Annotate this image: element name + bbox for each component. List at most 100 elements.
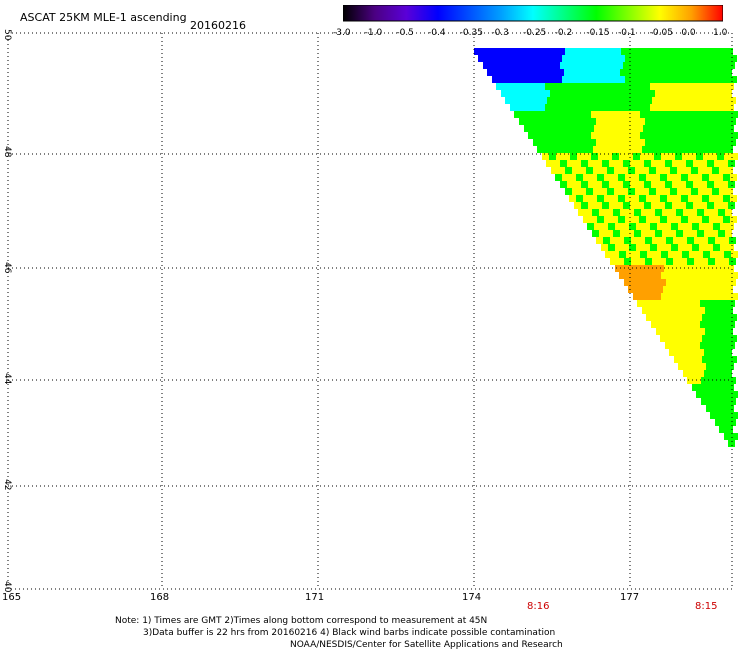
swath-cell [533,139,540,146]
swath-cell [478,55,485,62]
swath-cell [517,83,524,90]
swath-cell [651,160,658,167]
swath-cell [599,90,606,97]
swath-cell [678,223,685,230]
swath-cell [698,328,705,335]
swath-cell [539,62,546,69]
swath-cell [656,167,663,174]
swath-cell [625,195,632,202]
swath-cell [660,55,667,62]
swath-cell [723,76,730,83]
swath-cell [538,83,545,90]
swath-cell [573,104,580,111]
swath-cell [702,335,709,342]
swath-cell [715,258,722,265]
swath-cell [689,111,696,118]
swath-cell [660,216,667,223]
swath-cell [729,279,736,286]
swath-cell [648,90,655,97]
swath-cell [674,55,681,62]
swath-cell [591,153,598,160]
swath-cell [675,153,682,160]
swath-cell [555,55,562,62]
swath-cell [562,55,569,62]
swath-cell [702,195,709,202]
swath-cell [579,167,586,174]
swath-cell [596,118,603,125]
swath-cell [639,216,646,223]
swath-cell [684,307,691,314]
swath-cell [610,97,617,104]
swath-cell [723,335,730,342]
swath-cell [717,272,724,279]
swath-cell [695,195,702,202]
swath-cell [608,244,615,251]
swath-cell [725,230,732,237]
swath-cell [708,377,715,384]
swath-cell [708,258,715,265]
swath-cell [720,384,727,391]
swath-cell [655,209,662,216]
swath-cell [655,69,662,76]
swath-cell [515,90,522,97]
swath-cell [720,83,727,90]
swath-cell [658,300,665,307]
swath-cell [635,188,642,195]
swath-cell [713,244,720,251]
swath-cell [722,258,729,265]
swath-cell [664,244,671,251]
swath-cell [660,195,667,202]
swath-cell [622,83,629,90]
swath-cell [721,300,728,307]
swath-cell [707,202,714,209]
swath-cell [623,202,630,209]
swath-cell [719,286,726,293]
swath-cell [721,321,728,328]
swath-cell [702,314,709,321]
swath-cell [642,167,649,174]
swath-cell [704,69,711,76]
swath-cell [568,118,575,125]
swath-cell [642,307,649,314]
swath-cell [514,111,521,118]
swath-cell [645,279,652,286]
swath-cell [626,272,633,279]
swath-cell [559,83,566,90]
swath-cell [722,279,729,286]
swath-cell [726,328,733,335]
swath-cell [639,195,646,202]
swath-cell [508,69,515,76]
swath-cell [731,293,738,300]
swath-cell [679,62,686,69]
swath-cell [699,384,706,391]
swath-cell [506,55,513,62]
swath-cell [681,216,688,223]
swath-cell [711,209,718,216]
swath-cell [669,69,676,76]
swath-cell [657,125,664,132]
swath-cell [678,244,685,251]
swath-cell [657,244,664,251]
swath-cell [644,300,651,307]
swath-cell [633,153,640,160]
swath-cell [516,48,523,55]
swath-cell [695,335,702,342]
swath-cell [661,132,668,139]
lat-label-44: 44 [2,373,12,385]
swath-cell [658,321,665,328]
swath-cell [663,167,670,174]
swath-cell [679,300,686,307]
swath-cell [691,286,698,293]
swath-cell [658,160,665,167]
swath-cell [552,125,559,132]
swath-cell [601,223,608,230]
swath-cell [649,307,656,314]
swath-cell [597,216,604,223]
lon-label-174: 174 [462,592,482,603]
swath-cell [536,90,543,97]
swath-cell [565,146,572,153]
swath-cell [722,419,729,426]
swath-cell [639,55,646,62]
